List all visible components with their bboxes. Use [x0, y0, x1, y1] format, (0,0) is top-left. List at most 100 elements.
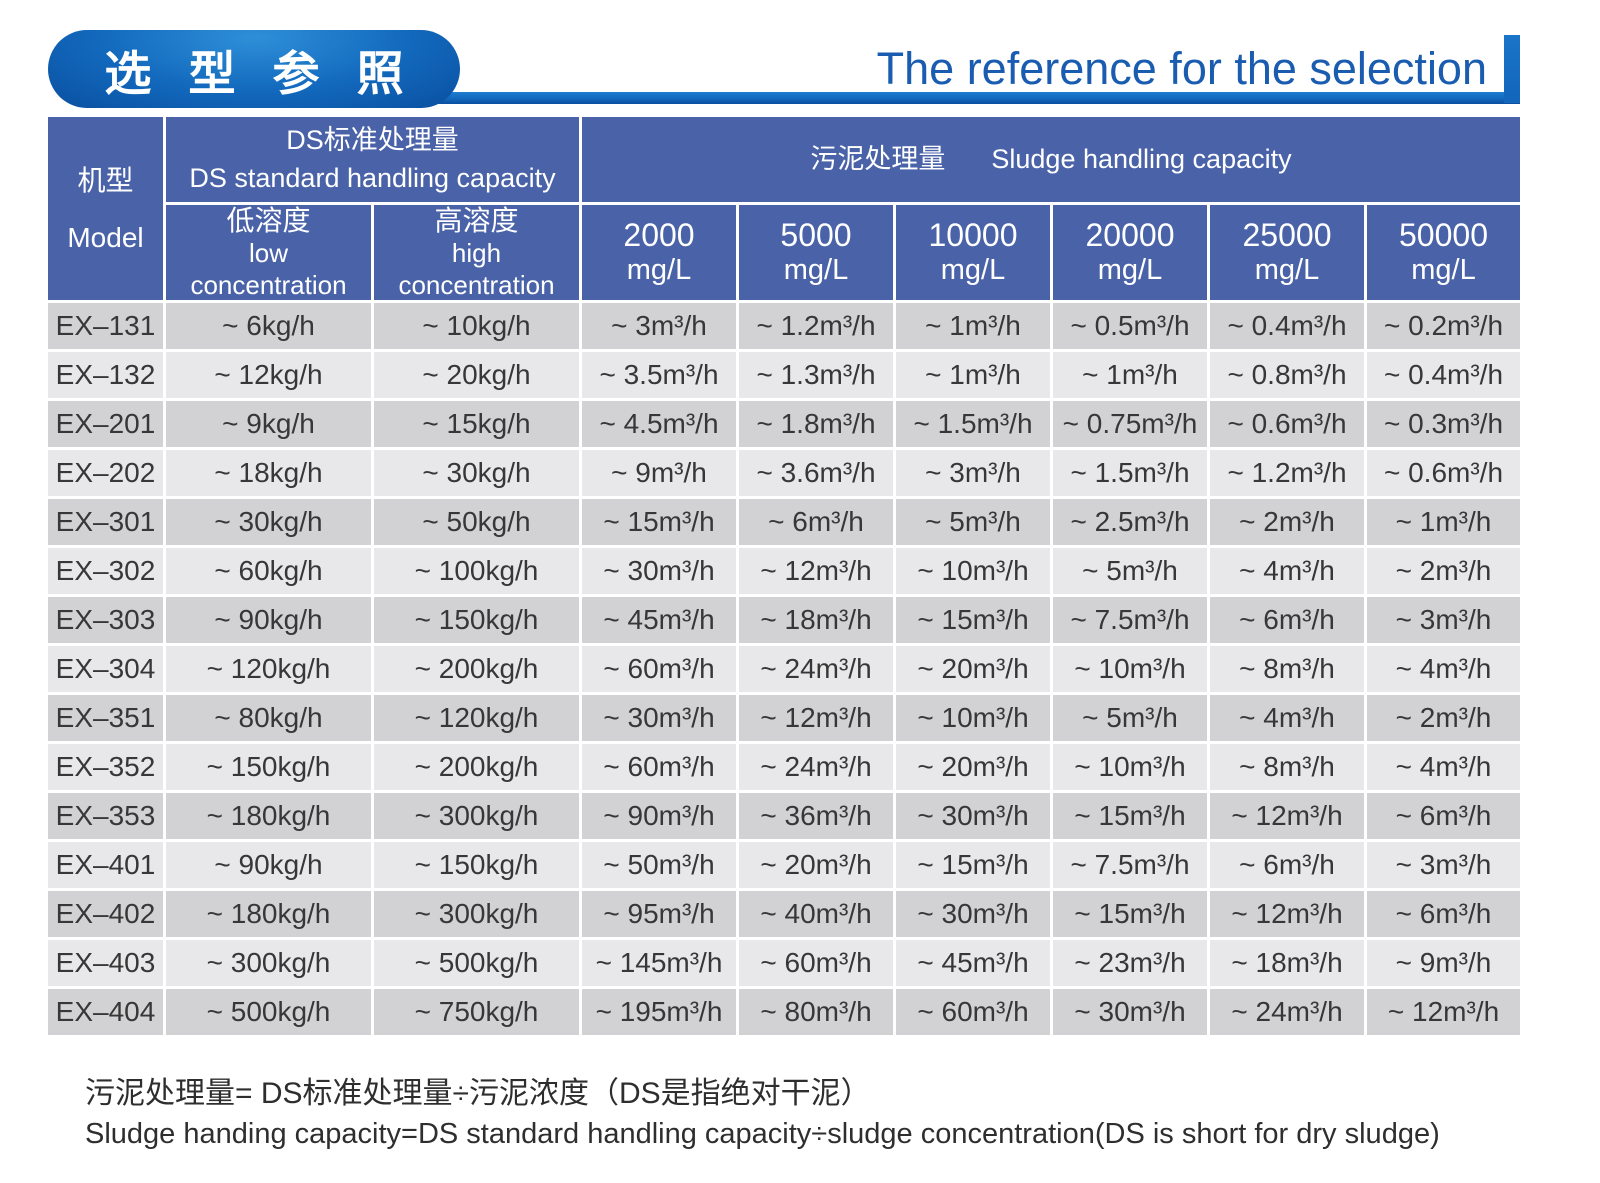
- mg-value: 2000: [623, 217, 695, 254]
- model-cell: EX–304: [48, 646, 163, 692]
- value-cell: ~ 12m³/h: [739, 548, 893, 594]
- value-cell: ~ 12m³/h: [1210, 891, 1364, 937]
- value-cell: ~ 20m³/h: [739, 842, 893, 888]
- value-cell: ~ 2m³/h: [1210, 499, 1364, 545]
- high-concentration-header: 高溶度 high concentration: [374, 205, 579, 300]
- model-cell: EX–352: [48, 744, 163, 790]
- value-cell: ~ 60m³/h: [896, 989, 1050, 1035]
- mg-unit: mg/L: [1254, 254, 1320, 287]
- value-cell: ~ 9m³/h: [582, 450, 736, 496]
- value-cell: ~ 80m³/h: [739, 989, 893, 1035]
- model-cell: EX–353: [48, 793, 163, 839]
- value-cell: ~ 4m³/h: [1210, 548, 1364, 594]
- value-cell: ~ 1.2m³/h: [739, 303, 893, 349]
- value-cell: ~ 0.4m³/h: [1210, 303, 1364, 349]
- value-cell: ~ 12m³/h: [1210, 793, 1364, 839]
- value-cell: ~ 4m³/h: [1210, 695, 1364, 741]
- value-cell: ~ 0.2m³/h: [1367, 303, 1520, 349]
- value-cell: ~ 2.5m³/h: [1053, 499, 1207, 545]
- sludge-capacity-group-header: 污泥处理量 Sludge handling capacity: [582, 117, 1520, 202]
- footnote-zh: 污泥处理量= DS标准处理量÷污泥浓度（DS是指绝对干泥）: [85, 1077, 871, 1110]
- value-cell: ~ 12m³/h: [739, 695, 893, 741]
- value-cell: ~ 80kg/h: [166, 695, 371, 741]
- model-cell: EX–201: [48, 401, 163, 447]
- title-underline-bar: [430, 92, 1520, 104]
- value-cell: ~ 15m³/h: [1053, 793, 1207, 839]
- value-cell: ~ 150kg/h: [374, 842, 579, 888]
- value-cell: ~ 5m³/h: [896, 499, 1050, 545]
- mg-value: 25000: [1242, 217, 1332, 254]
- column-header-50000mgl: 50000 mg/L: [1367, 205, 1520, 300]
- column-header-5000mgl: 5000 mg/L: [739, 205, 893, 300]
- footnote-en: Sludge handing capacity=DS standard hand…: [85, 1118, 1440, 1150]
- value-cell: ~ 8m³/h: [1210, 646, 1364, 692]
- value-cell: ~ 1m³/h: [1053, 352, 1207, 398]
- value-cell: ~ 23m³/h: [1053, 940, 1207, 986]
- value-cell: ~ 1m³/h: [896, 303, 1050, 349]
- value-cell: ~ 90kg/h: [166, 597, 371, 643]
- value-cell: ~ 30m³/h: [896, 793, 1050, 839]
- column-header-20000mgl: 20000 mg/L: [1053, 205, 1207, 300]
- value-cell: ~ 4m³/h: [1367, 646, 1520, 692]
- model-cell: EX–402: [48, 891, 163, 937]
- value-cell: ~ 6m³/h: [1367, 793, 1520, 839]
- value-cell: ~ 12m³/h: [1367, 989, 1520, 1035]
- model-header-en: Model: [67, 221, 144, 253]
- value-cell: ~ 1.3m³/h: [739, 352, 893, 398]
- section-title-zh: 选 型 参 照: [104, 46, 416, 100]
- title-right-accent-bar: [1504, 35, 1520, 103]
- value-cell: ~ 3.5m³/h: [582, 352, 736, 398]
- value-cell: ~ 6m³/h: [1367, 891, 1520, 937]
- value-cell: ~ 1.8m³/h: [739, 401, 893, 447]
- value-cell: ~ 180kg/h: [166, 891, 371, 937]
- value-cell: ~ 7.5m³/h: [1053, 597, 1207, 643]
- value-cell: ~ 0.5m³/h: [1053, 303, 1207, 349]
- value-cell: ~ 15m³/h: [896, 597, 1050, 643]
- value-cell: ~ 30m³/h: [582, 548, 736, 594]
- value-cell: ~ 20m³/h: [896, 646, 1050, 692]
- value-cell: ~ 6kg/h: [166, 303, 371, 349]
- value-cell: ~ 6m³/h: [1210, 597, 1364, 643]
- value-cell: ~ 0.75m³/h: [1053, 401, 1207, 447]
- mg-unit: mg/L: [626, 254, 692, 287]
- value-cell: ~ 9kg/h: [166, 401, 371, 447]
- value-cell: ~ 6m³/h: [1210, 842, 1364, 888]
- sludge-group-zh: 污泥处理量: [810, 143, 946, 174]
- value-cell: ~ 60m³/h: [582, 744, 736, 790]
- value-cell: ~ 120kg/h: [374, 695, 579, 741]
- value-cell: ~ 50m³/h: [582, 842, 736, 888]
- value-cell: ~ 15m³/h: [582, 499, 736, 545]
- model-cell: EX–132: [48, 352, 163, 398]
- mg-value: 50000: [1399, 217, 1488, 254]
- model-cell: EX–404: [48, 989, 163, 1035]
- ds-capacity-group-header: DS标准处理量 DS standard handling capacity: [166, 117, 579, 202]
- value-cell: ~ 30kg/h: [166, 499, 371, 545]
- value-cell: ~ 300kg/h: [166, 940, 371, 986]
- mg-value: 20000: [1085, 217, 1175, 254]
- value-cell: ~ 0.6m³/h: [1210, 401, 1364, 447]
- value-cell: ~ 18m³/h: [1210, 940, 1364, 986]
- value-cell: ~ 30kg/h: [374, 450, 579, 496]
- model-column-header: 机型 Model: [48, 117, 163, 300]
- value-cell: ~ 30m³/h: [1053, 989, 1207, 1035]
- value-cell: ~ 0.8m³/h: [1210, 352, 1364, 398]
- value-cell: ~ 45m³/h: [582, 597, 736, 643]
- low-concentration-en: low concentration: [190, 237, 347, 300]
- section-title-pill: 选 型 参 照: [48, 30, 460, 108]
- value-cell: ~ 100kg/h: [374, 548, 579, 594]
- model-cell: EX–403: [48, 940, 163, 986]
- value-cell: ~ 5m³/h: [1053, 695, 1207, 741]
- model-cell: EX–202: [48, 450, 163, 496]
- column-header-25000mgl: 25000 mg/L: [1210, 205, 1364, 300]
- value-cell: ~ 60m³/h: [582, 646, 736, 692]
- value-cell: ~ 150kg/h: [166, 744, 371, 790]
- value-cell: ~ 10m³/h: [1053, 646, 1207, 692]
- model-cell: EX–131: [48, 303, 163, 349]
- value-cell: ~ 3m³/h: [896, 450, 1050, 496]
- low-concentration-header: 低溶度 low concentration: [166, 205, 371, 300]
- value-cell: ~ 120kg/h: [166, 646, 371, 692]
- value-cell: ~ 5m³/h: [1053, 548, 1207, 594]
- value-cell: ~ 90m³/h: [582, 793, 736, 839]
- footnotes: 污泥处理量= DS标准处理量÷污泥浓度（DS是指绝对干泥） Sludge han…: [85, 1068, 1440, 1151]
- column-header-10000mgl: 10000 mg/L: [896, 205, 1050, 300]
